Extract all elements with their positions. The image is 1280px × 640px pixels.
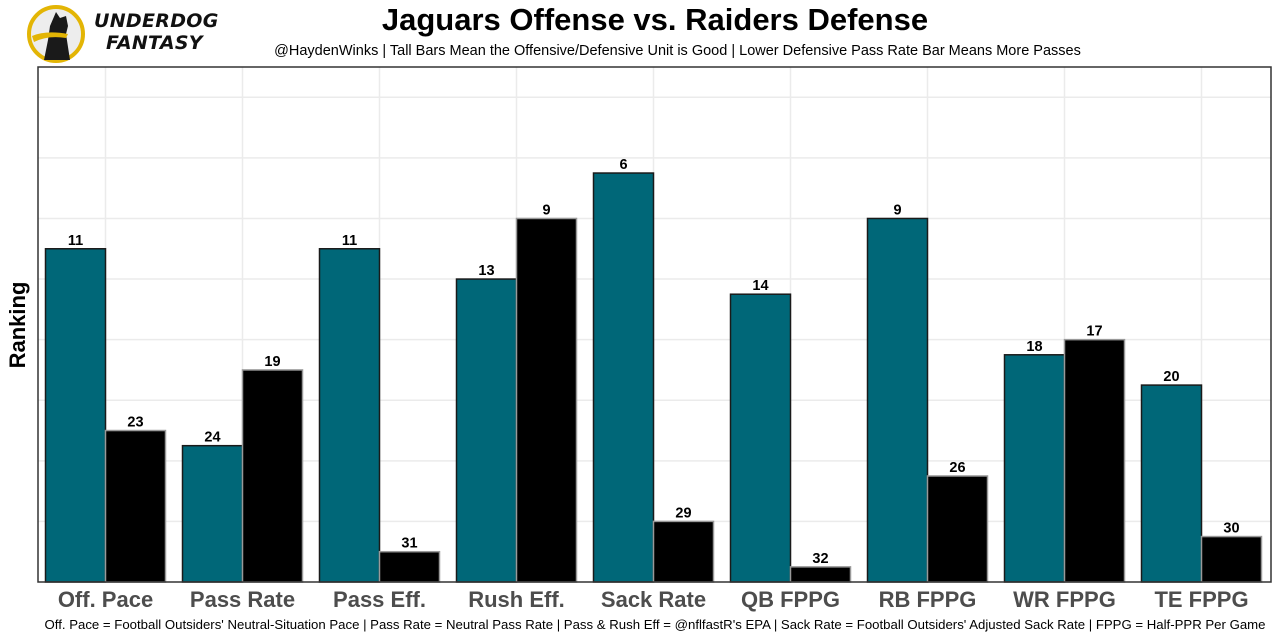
data-label: 24	[204, 430, 220, 446]
data-label: 20	[1163, 369, 1179, 385]
bar-defense	[515, 217, 578, 583]
bar-offense	[181, 444, 244, 583]
bar-defense	[926, 475, 989, 583]
bar-offense	[866, 217, 929, 583]
data-label: 6	[619, 157, 627, 173]
data-label: 9	[893, 202, 901, 218]
brand-wordmark: UNDERDOG FANTASY	[94, 10, 219, 54]
bar-offense	[1140, 384, 1203, 583]
bar-defense	[378, 550, 441, 583]
bar-offense	[592, 172, 655, 583]
x-tick-label: TE FPPG	[1154, 587, 1248, 612]
x-tick-label: Pass Eff.	[333, 587, 426, 612]
x-tick-label: Sack Rate	[601, 587, 706, 612]
data-label: 30	[1223, 521, 1239, 537]
data-label: 18	[1026, 339, 1042, 355]
data-label: 11	[68, 233, 83, 249]
data-label: 13	[478, 263, 494, 279]
x-tick-labels: Off. Pace Pass Rate Pass Eff. Rush Eff. Sack…	[58, 587, 1249, 612]
brand-line-1: UNDERDOG	[94, 10, 219, 32]
x-tick-label: QB FPPG	[741, 587, 840, 612]
chart-subtitle: @HaydenWinks | Tall Bars Mean the Offens…	[274, 43, 1081, 59]
data-label: 11	[342, 233, 357, 249]
data-label: 19	[264, 354, 280, 370]
data-label: 32	[812, 551, 828, 567]
data-label: 17	[1086, 324, 1102, 340]
data-label: 29	[675, 505, 691, 521]
bar-offense	[729, 293, 792, 583]
underdog-logo-icon	[27, 5, 85, 63]
x-tick-label: Rush Eff.	[468, 587, 565, 612]
data-label: 26	[949, 460, 965, 476]
chart-caption: Off. Pace = Football Outsiders' Neutral-…	[44, 617, 1266, 632]
data-label: 31	[401, 536, 417, 552]
x-tick-label: Pass Rate	[190, 587, 295, 612]
bars	[44, 172, 1263, 583]
data-label: 9	[542, 202, 550, 218]
data-labels: 11 23 24 19 11 31 13 9 6 29 14 32 9 26 18 17 20 30	[68, 157, 1240, 567]
bar-offense	[44, 248, 107, 583]
bar-defense	[1200, 535, 1263, 583]
bar-defense	[241, 369, 304, 583]
data-label: 23	[127, 415, 143, 431]
brand-line-2: FANTASY	[106, 32, 203, 54]
bar-defense	[1063, 338, 1126, 583]
bar-offense	[318, 248, 381, 583]
x-tick-label: WR FPPG	[1013, 587, 1116, 612]
bar-defense	[789, 566, 852, 583]
x-tick-label: Off. Pace	[58, 587, 153, 612]
bar-defense	[652, 520, 715, 583]
x-tick-label: RB FPPG	[879, 587, 977, 612]
data-label: 14	[752, 278, 768, 294]
plot-frame	[37, 66, 1272, 583]
bar-defense	[104, 429, 167, 583]
bar-offense	[1003, 354, 1066, 583]
bar-offense	[455, 278, 518, 583]
chart-title: Jaguars Offense vs. Raiders Defense	[381, 2, 929, 37]
